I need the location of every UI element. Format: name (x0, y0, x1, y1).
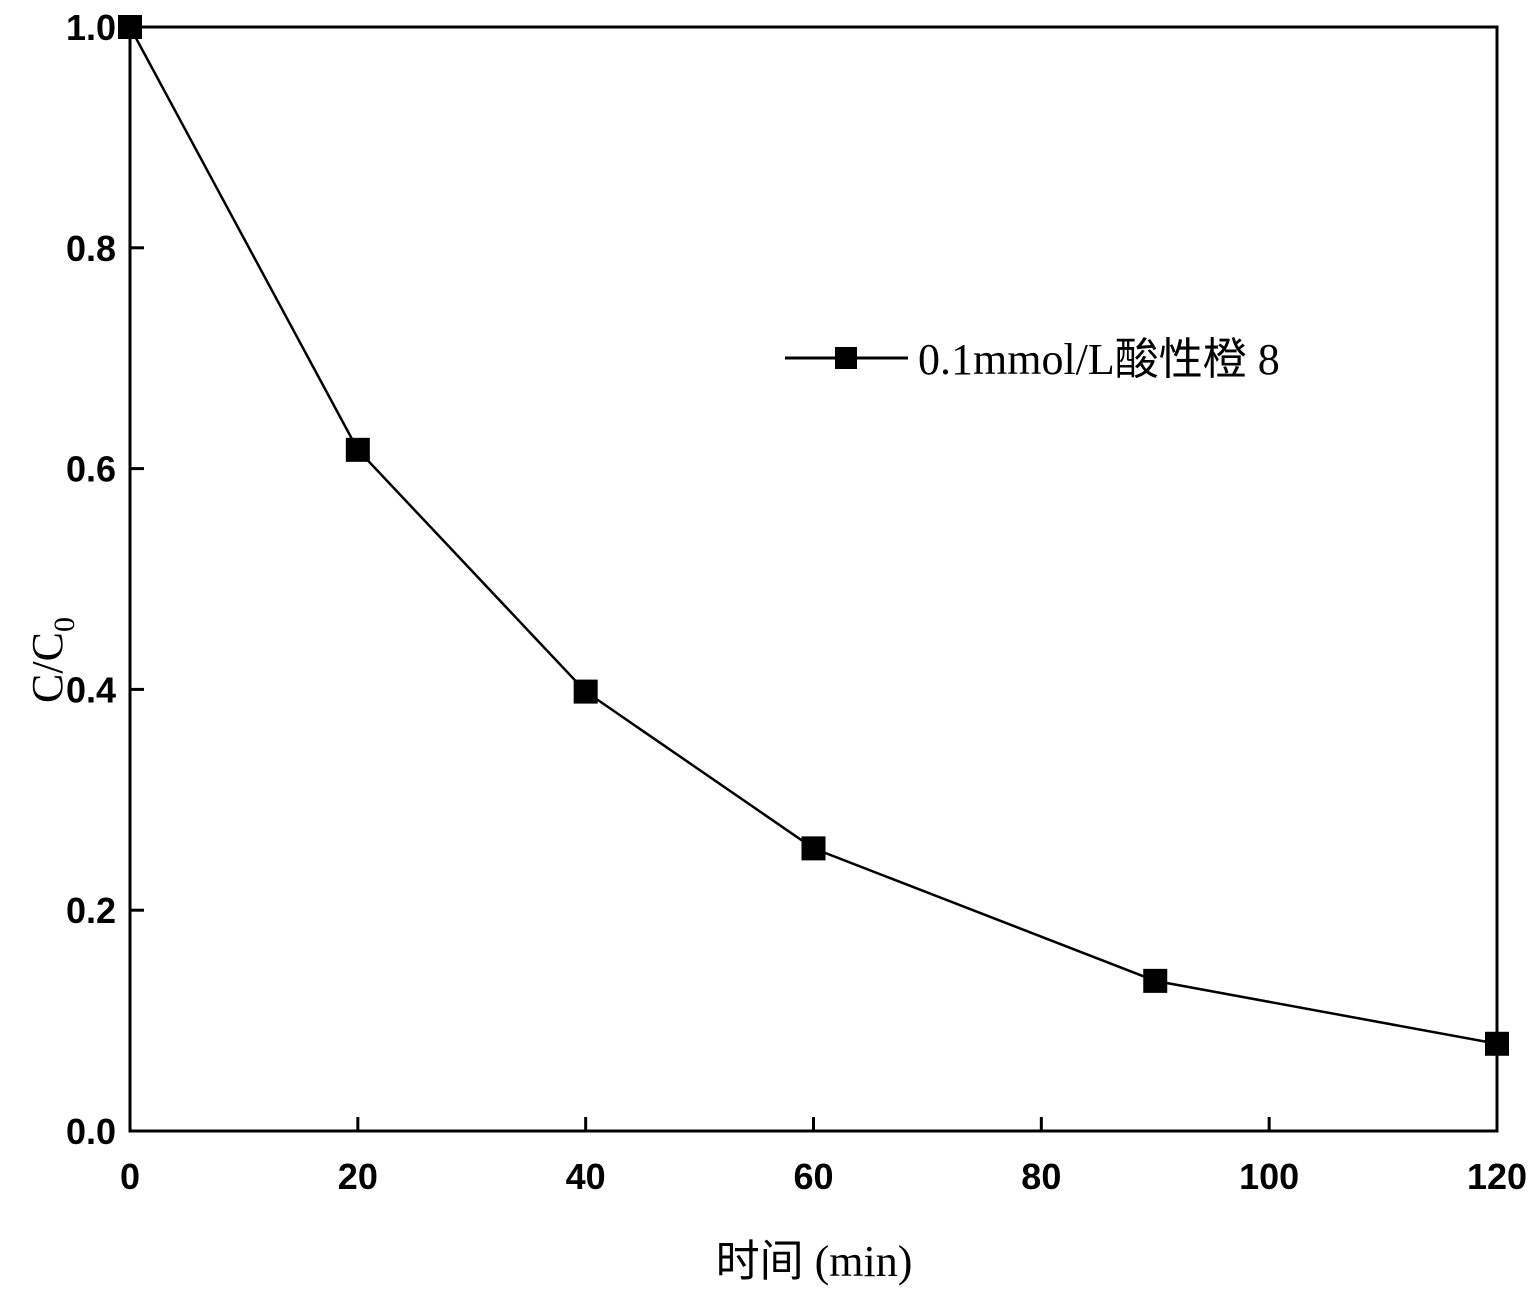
x-tick-label: 0 (120, 1156, 140, 1197)
y-tick-label: 0.6 (66, 449, 116, 490)
y-tick-label: 0.0 (66, 1111, 116, 1152)
plot-frame (128, 25, 1499, 1133)
svg-text:C/C0: C/C0 (23, 617, 81, 703)
x-tick-label: 60 (793, 1156, 833, 1197)
data-point (573, 679, 598, 704)
y-tick-label: 0.8 (66, 228, 116, 269)
data-point (801, 836, 826, 861)
plot-area-border (128, 25, 1499, 1133)
legend: 0.1mmol/L酸性橙 8 (785, 335, 1280, 384)
y-axis: 0.0 0.2 0.4 0.6 0.8 1.0 (66, 7, 144, 1152)
y-axis-title-group: C/C0 (23, 617, 81, 703)
x-tick-label: 100 (1239, 1156, 1299, 1197)
data-point (1143, 968, 1168, 993)
data-point (1485, 1031, 1509, 1056)
y-axis-title-subscript: 0 (48, 617, 81, 632)
data-point (345, 437, 370, 462)
y-tick-label: 0.4 (66, 669, 116, 710)
data-point (118, 15, 142, 39)
series-line (128, 26, 1498, 1046)
legend-marker (835, 347, 857, 369)
x-axis: 0 20 40 60 80 100 120 (120, 1117, 1527, 1197)
x-tick-label: 40 (566, 1156, 606, 1197)
series-layer (118, 15, 1509, 1056)
x-tick-label: 120 (1467, 1156, 1527, 1197)
x-axis-title: 时间 (min) (716, 1237, 913, 1286)
legend-label: 0.1mmol/L酸性橙 8 (918, 335, 1280, 384)
x-tick-label: 80 (1021, 1156, 1061, 1197)
y-tick-label: 0.2 (66, 890, 116, 931)
y-tick-label: 1.0 (66, 7, 116, 48)
x-tick-label: 20 (338, 1156, 378, 1197)
y-axis-title: C/C (23, 632, 72, 703)
